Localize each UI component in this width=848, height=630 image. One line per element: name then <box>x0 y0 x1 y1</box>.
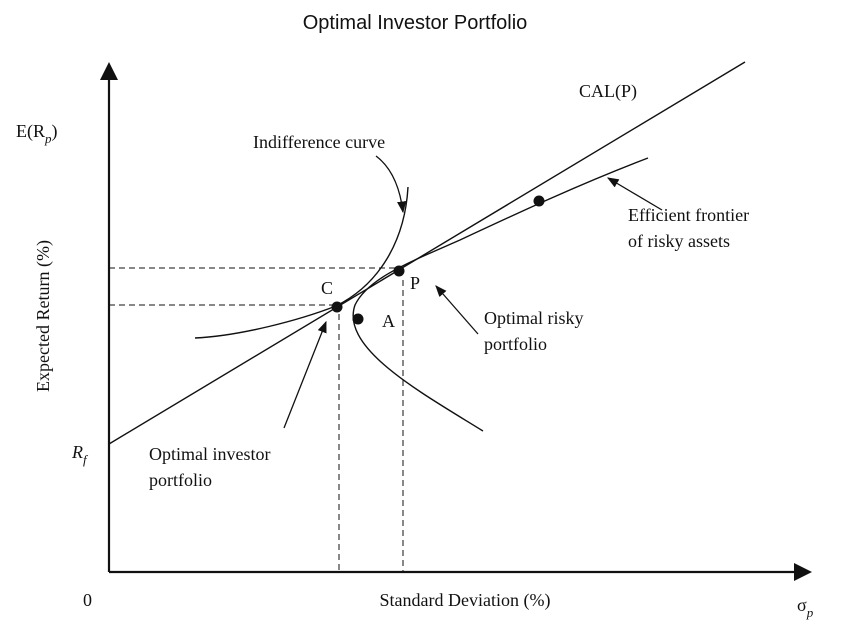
y-axis-symbol: E(Rp) <box>16 121 58 146</box>
optimal-investor-label-line1: Optimal investor <box>149 444 270 464</box>
risk-free-label: Rf <box>71 442 89 467</box>
x-axis-title: Standard Deviation (%) <box>380 590 551 611</box>
efficient-frontier-curve <box>352 157 649 432</box>
indifference-curve-label: Indifference curve <box>253 132 385 152</box>
point-p-label: P <box>410 273 420 293</box>
point-c-label: C <box>321 278 333 298</box>
indifference-curve <box>194 186 409 339</box>
optimal-risky-pointer-arrow <box>435 285 479 335</box>
x-axis-symbol: σp <box>797 595 814 620</box>
capital-allocation-line <box>108 61 746 445</box>
frontier-point-marker <box>533 195 545 207</box>
y-axis-arrowhead <box>100 62 118 80</box>
frontier-pointer-arrow <box>606 177 663 211</box>
origin-label: 0 <box>83 590 92 610</box>
diagram-title: Optimal Investor Portfolio <box>303 12 528 34</box>
frontier-label-line2: of risky assets <box>628 231 730 251</box>
optimal-risky-label-line2: portfolio <box>484 334 547 354</box>
optimal-investor-pointer-arrow <box>283 320 327 429</box>
point-c-marker <box>331 301 343 313</box>
optimal-risky-label-line1: Optimal risky <box>484 308 584 328</box>
point-a-marker <box>352 313 364 325</box>
x-axis-arrowhead <box>794 563 812 581</box>
y-axis-title: Expected Return (%) <box>33 240 54 392</box>
cal-label: CAL(P) <box>579 81 637 102</box>
point-a-label: A <box>382 311 395 331</box>
point-p-marker <box>393 265 405 277</box>
indifference-pointer-arrow <box>375 155 407 214</box>
optimal-investor-label-line2: portfolio <box>149 470 212 490</box>
frontier-label-line1: Efficient frontier <box>628 205 749 225</box>
